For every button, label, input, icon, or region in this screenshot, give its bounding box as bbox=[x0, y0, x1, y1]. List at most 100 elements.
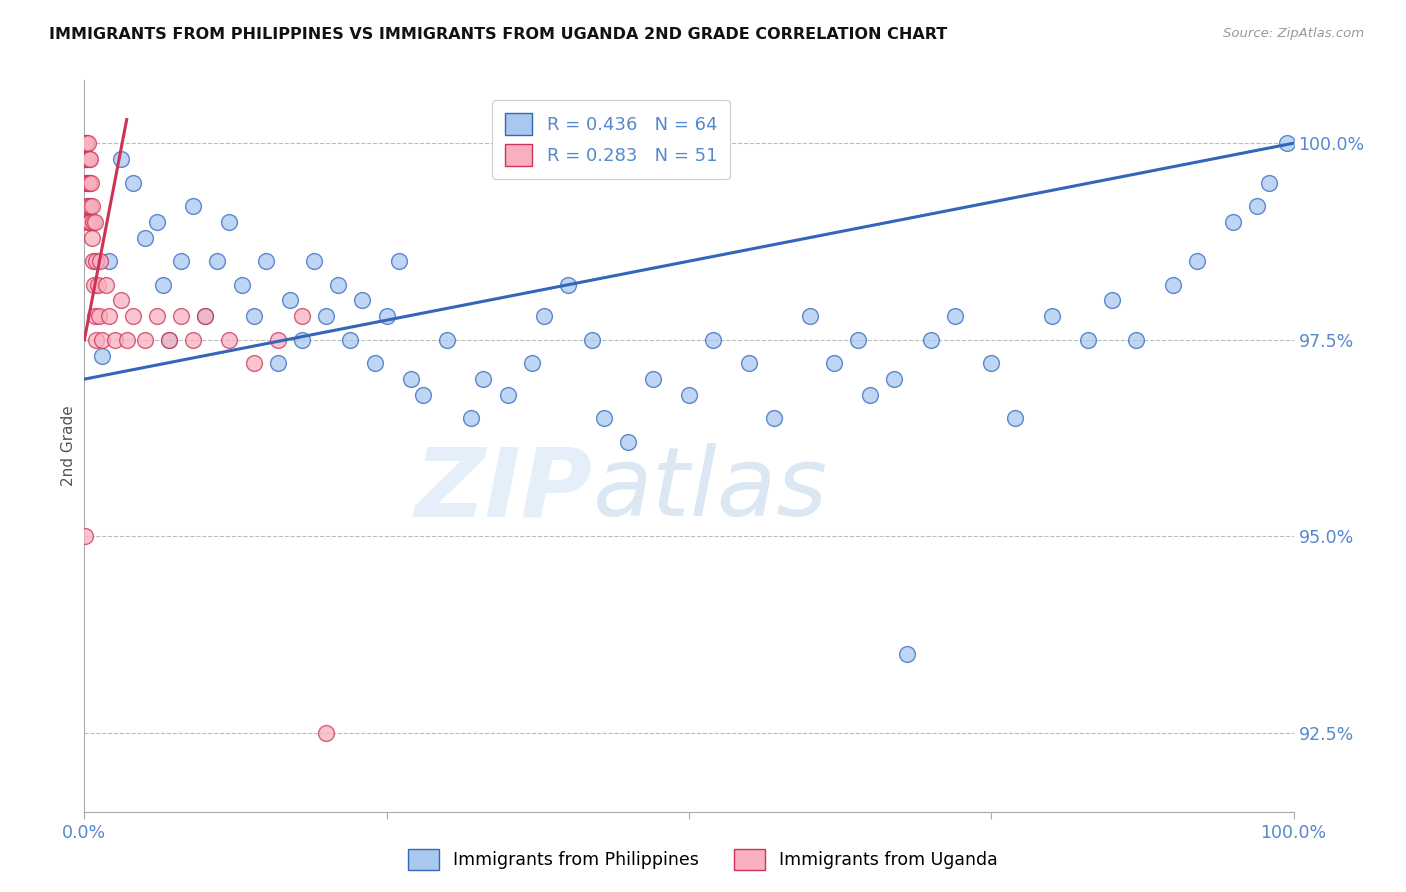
Point bbox=[207, 254, 229, 268]
Point bbox=[73, 529, 96, 543]
Text: Source: ZipAtlas.com: Source: ZipAtlas.com bbox=[1223, 27, 1364, 40]
Point bbox=[1040, 310, 1063, 324]
Point bbox=[352, 293, 374, 308]
Point bbox=[146, 215, 169, 229]
Text: ZIP: ZIP bbox=[415, 443, 592, 536]
Point bbox=[170, 254, 193, 268]
Point bbox=[121, 176, 143, 190]
Point bbox=[83, 215, 105, 229]
Point bbox=[315, 726, 337, 740]
Point bbox=[194, 310, 217, 324]
Legend: Immigrants from Philippines, Immigrants from Uganda: Immigrants from Philippines, Immigrants … bbox=[399, 840, 1007, 879]
Point bbox=[134, 230, 156, 244]
Point bbox=[702, 333, 724, 347]
Text: IMMIGRANTS FROM PHILIPPINES VS IMMIGRANTS FROM UGANDA 2ND GRADE CORRELATION CHAR: IMMIGRANTS FROM PHILIPPINES VS IMMIGRANT… bbox=[49, 27, 948, 42]
Point bbox=[496, 388, 519, 402]
Point bbox=[218, 333, 240, 347]
Point bbox=[110, 152, 132, 166]
Point bbox=[920, 333, 942, 347]
Point bbox=[75, 152, 97, 166]
Point bbox=[242, 356, 264, 370]
Point bbox=[980, 356, 1002, 370]
Point bbox=[799, 310, 821, 324]
Point bbox=[77, 152, 100, 166]
Point bbox=[1258, 176, 1281, 190]
Point bbox=[91, 349, 114, 363]
Point bbox=[1101, 293, 1123, 308]
Point bbox=[77, 136, 100, 151]
Point bbox=[388, 254, 411, 268]
Point bbox=[641, 372, 664, 386]
Point bbox=[77, 176, 100, 190]
Point bbox=[94, 277, 117, 292]
Point bbox=[267, 333, 290, 347]
Point bbox=[520, 356, 543, 370]
Point bbox=[593, 411, 616, 425]
Legend: R = 0.436   N = 64, R = 0.283   N = 51: R = 0.436 N = 64, R = 0.283 N = 51 bbox=[492, 100, 730, 178]
Y-axis label: 2nd Grade: 2nd Grade bbox=[60, 406, 76, 486]
Point bbox=[87, 310, 110, 324]
Point bbox=[412, 388, 434, 402]
Point bbox=[194, 310, 217, 324]
Point bbox=[146, 310, 169, 324]
Point bbox=[83, 277, 105, 292]
Point bbox=[1077, 333, 1099, 347]
Point bbox=[1004, 411, 1026, 425]
Point bbox=[315, 310, 337, 324]
Point bbox=[82, 254, 104, 268]
Point bbox=[79, 215, 101, 229]
Point bbox=[1185, 254, 1208, 268]
Point bbox=[91, 333, 114, 347]
Point bbox=[97, 310, 120, 324]
Point bbox=[278, 293, 301, 308]
Point bbox=[231, 277, 253, 292]
Point bbox=[157, 333, 180, 347]
Point bbox=[86, 277, 108, 292]
Point bbox=[883, 372, 905, 386]
Point bbox=[76, 176, 98, 190]
Point bbox=[1246, 199, 1268, 213]
Point bbox=[134, 333, 156, 347]
Point bbox=[762, 411, 785, 425]
Point bbox=[375, 310, 398, 324]
Point bbox=[157, 333, 180, 347]
Point bbox=[82, 215, 104, 229]
Point bbox=[339, 333, 361, 347]
Point bbox=[77, 199, 100, 213]
Point bbox=[80, 230, 103, 244]
Point bbox=[328, 277, 350, 292]
Point bbox=[1277, 136, 1299, 151]
Point bbox=[115, 333, 138, 347]
Point bbox=[79, 199, 101, 213]
Point bbox=[76, 199, 98, 213]
Point bbox=[97, 254, 120, 268]
Point bbox=[110, 293, 132, 308]
Point bbox=[181, 333, 204, 347]
Point bbox=[291, 310, 314, 324]
Point bbox=[170, 310, 193, 324]
Point bbox=[82, 199, 104, 213]
Text: atlas: atlas bbox=[592, 443, 827, 536]
Point bbox=[291, 333, 314, 347]
Point bbox=[218, 215, 240, 229]
Point bbox=[73, 136, 96, 151]
Point bbox=[896, 648, 918, 662]
Point bbox=[738, 356, 761, 370]
Point bbox=[84, 254, 107, 268]
Point bbox=[617, 435, 640, 450]
Point bbox=[363, 356, 385, 370]
Point bbox=[86, 333, 108, 347]
Point bbox=[1125, 333, 1147, 347]
Point bbox=[823, 356, 845, 370]
Point bbox=[75, 136, 97, 151]
Point bbox=[77, 215, 100, 229]
Point bbox=[267, 356, 290, 370]
Point bbox=[1222, 215, 1244, 229]
Point bbox=[181, 199, 204, 213]
Point bbox=[79, 176, 101, 190]
Point bbox=[76, 215, 98, 229]
Point bbox=[104, 333, 127, 347]
Point bbox=[80, 176, 103, 190]
Point bbox=[76, 152, 98, 166]
Point bbox=[302, 254, 325, 268]
